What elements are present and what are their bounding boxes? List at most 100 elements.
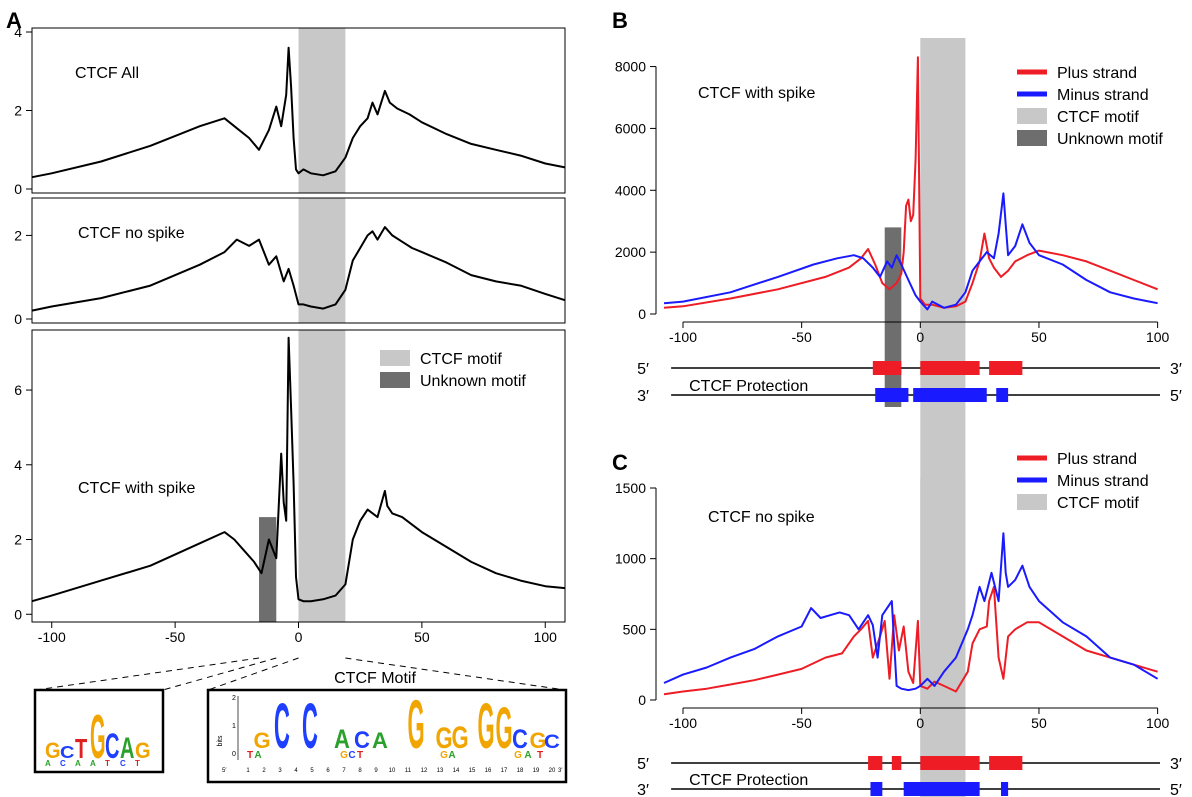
- logo-letter: C: [302, 692, 318, 763]
- logo-position: 17: [501, 768, 508, 774]
- logo-letter: G: [253, 728, 270, 753]
- logo-letter-small: G: [340, 750, 348, 761]
- logo-letter: A: [334, 725, 350, 755]
- logo-letter-small: A: [90, 759, 96, 768]
- plus-protection-block: [891, 756, 902, 770]
- logo-position: 12: [421, 768, 428, 774]
- logo-letter: G: [90, 701, 106, 771]
- panel-label-c: C: [612, 450, 628, 475]
- legend-label: CTCF motif: [420, 351, 502, 368]
- logo-position: 9: [374, 768, 378, 774]
- logo-letter: C: [274, 692, 290, 763]
- plus-protection-block: [920, 756, 980, 770]
- logo-letter-small: C: [120, 759, 126, 768]
- three-prime-label: 3′: [637, 388, 649, 405]
- legend-label: Unknown motif: [1057, 131, 1163, 148]
- x-tick-label: 0: [295, 629, 303, 645]
- y-tick-label: 2: [14, 532, 22, 548]
- logo-letter: A: [372, 728, 388, 753]
- logo-letter-small: T: [357, 750, 363, 761]
- logo-ytick: 0: [232, 751, 236, 758]
- profile-line: [31, 46, 566, 179]
- logo-letter-small: T: [537, 750, 543, 761]
- plus-strand-line: [663, 56, 1158, 309]
- y-tick-label: 2: [14, 103, 22, 119]
- legend-label: CTCF motif: [1057, 495, 1139, 512]
- y-tick-label: 4: [14, 457, 22, 473]
- y-tick-label: 2: [14, 227, 22, 243]
- logo-position: 4: [294, 768, 298, 774]
- x-tick-label: -50: [165, 629, 185, 645]
- x-tick-label: 50: [1031, 329, 1047, 345]
- y-tick-label: 1000: [615, 551, 646, 567]
- connector-line: [207, 657, 299, 691]
- logo-ytick: 2: [232, 695, 236, 702]
- x-tick-label: 50: [414, 629, 430, 645]
- logo-position: 19: [533, 768, 540, 774]
- logo-letter-small: T: [247, 750, 253, 761]
- panel-label-b: B: [612, 8, 628, 33]
- chart-a1: 0 2 4 CTCF All: [14, 24, 566, 197]
- legend-swatch: [1017, 494, 1047, 510]
- plus-protection-block: [872, 361, 902, 375]
- five-prime-label: 5′: [1170, 388, 1182, 405]
- plus-protection-block: [989, 361, 1023, 375]
- chart-c: 0 500 1000 1500 -100 -50 0 50 100 CTCF no spike Pl…: [615, 451, 1182, 797]
- minus-strand-line: [663, 192, 1158, 311]
- y-tick-label: 500: [623, 621, 647, 637]
- x-tick-label: 100: [1146, 329, 1170, 345]
- logo-letter-small: C: [60, 759, 66, 768]
- y-tick-label: 0: [14, 181, 22, 197]
- logo-position: 8: [358, 768, 362, 774]
- logo-letter-small: A: [75, 759, 81, 768]
- minus-protection-block: [870, 782, 883, 796]
- plus-protection-block: [920, 361, 980, 375]
- minus-protection-block: [875, 388, 909, 402]
- logo-letter: A: [120, 732, 134, 765]
- panel-label-a: A: [6, 8, 22, 33]
- logo-ylabel: bits: [217, 735, 224, 746]
- y-tick-label: 0: [14, 311, 22, 327]
- legend-swatch: [380, 350, 410, 366]
- ctcf-motif-shade: [298, 28, 346, 193]
- minus-protection-block: [913, 388, 987, 402]
- x-tick-label: 0: [916, 329, 924, 345]
- legend-swatch: [1017, 455, 1047, 461]
- five-prime-label: 5′: [637, 756, 649, 773]
- legend-label: Plus strand: [1057, 65, 1137, 82]
- logo-letter-small: A: [448, 750, 455, 761]
- profile-line: [31, 226, 566, 312]
- logo-position: 18: [517, 768, 524, 774]
- chart-title: CTCF no spike: [708, 509, 815, 526]
- x-tick-label: 100: [1146, 715, 1170, 731]
- connector-line: [162, 657, 277, 691]
- chart-a3: 0 2 4 6 -100 -50 0 50 100 CTCF with spike CTCF mot…: [14, 329, 566, 645]
- plus-strand-line: [663, 585, 1158, 696]
- logo-letter: G: [135, 738, 151, 763]
- chart-b: 0 2000 4000 6000 8000 -100 -50 0 50 100 CTCF with …: [615, 38, 1182, 797]
- logo-position: 14: [453, 768, 460, 774]
- logo-ytick: 1: [232, 723, 236, 730]
- x-tick-label: -50: [792, 715, 812, 731]
- plus-protection-block: [868, 756, 883, 770]
- ctcf-motif-title: CTCF Motif: [334, 670, 416, 687]
- profile-line: [31, 336, 566, 603]
- x-tick-label: -100: [669, 715, 697, 731]
- logo-letter-small: T: [135, 759, 140, 768]
- chart-a2: 0 2 CTCF no spike: [14, 197, 566, 327]
- logo-letter-small: A: [524, 750, 531, 761]
- legend-swatch: [1017, 69, 1047, 75]
- logo-letter: T: [75, 734, 87, 765]
- ctcf-motif-shade: [920, 478, 966, 797]
- legend-label: Minus strand: [1057, 87, 1149, 104]
- logo-letter: G: [477, 692, 494, 763]
- logo-position: 15: [469, 768, 476, 774]
- logo-letter: G: [407, 686, 424, 763]
- minus-protection-block: [903, 782, 980, 796]
- logo-letter: C: [354, 726, 370, 753]
- logo-letter-small: A: [254, 750, 261, 761]
- logo-letter: G: [435, 723, 452, 755]
- logo-position: 7: [342, 768, 346, 774]
- x-tick-label: -50: [792, 329, 812, 345]
